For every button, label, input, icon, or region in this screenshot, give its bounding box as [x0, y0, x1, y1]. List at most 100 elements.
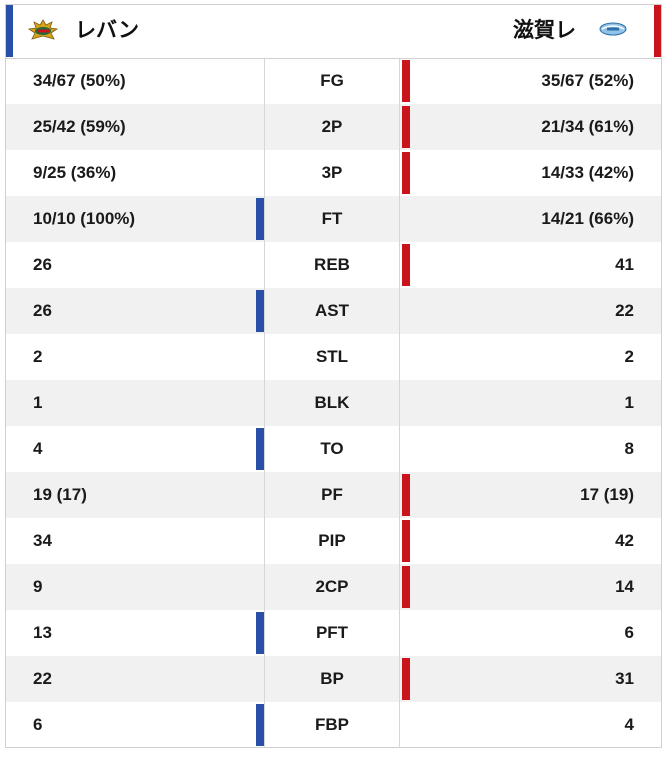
column-divider — [264, 196, 265, 242]
home-leader-indicator — [256, 428, 264, 470]
home-team-color-bar — [6, 5, 13, 57]
stat-label: BP — [320, 669, 344, 688]
home-stat-value: 10/10 (100%) — [33, 209, 136, 228]
home-leader-indicator — [256, 198, 264, 240]
column-divider — [264, 242, 265, 288]
column-divider — [399, 104, 400, 150]
stat-label: PFT — [315, 623, 349, 642]
away-leader-indicator — [402, 520, 410, 562]
home-team-name: レバン — [75, 18, 140, 42]
column-divider — [264, 518, 265, 564]
home-stat-value: 1 — [33, 393, 43, 412]
team-stats-comparison: レバン 滋賀レ 34/67 (50%) FG 35/67 (52%) 25/42 (5… — [5, 4, 662, 748]
away-stat-value: 22 — [615, 301, 634, 320]
column-divider — [264, 334, 265, 380]
stat-label: 3P — [321, 163, 343, 182]
away-stat-value: 41 — [615, 255, 634, 274]
away-stat-value: 35/67 (52%) — [541, 71, 634, 90]
stat-row-pft: 13 PFT 6 — [6, 610, 661, 656]
stat-label: 2CP — [315, 577, 349, 596]
home-stat-value: 9/25 (36%) — [33, 163, 117, 182]
stat-row-reb: 26 REB 41 — [6, 242, 661, 288]
column-divider — [399, 196, 400, 242]
stat-row-ast: 26 AST 22 — [6, 288, 661, 334]
column-divider — [264, 564, 265, 610]
home-stat-value: 34/67 (50%) — [33, 71, 126, 90]
stat-row-ft: 10/10 (100%) FT 14/21 (66%) — [6, 196, 661, 242]
away-stat-value: 14/33 (42%) — [541, 163, 634, 182]
stat-label: AST — [315, 301, 349, 320]
stat-label: FT — [321, 209, 343, 228]
teams-header: レバン 滋賀レ — [6, 5, 661, 59]
away-leader-indicator — [402, 244, 410, 286]
stats-table: 34/67 (50%) FG 35/67 (52%) 25/42 (59%) 2P 21/… — [6, 58, 661, 748]
stat-row-fg: 34/67 (50%) FG 35/67 (52%) — [6, 58, 661, 104]
away-stat-value: 2 — [624, 347, 634, 366]
column-divider — [399, 334, 400, 380]
away-leader-indicator — [402, 658, 410, 700]
stat-row-blk: 1 BLK 1 — [6, 380, 661, 426]
column-divider — [399, 380, 400, 426]
stat-label: BLK — [314, 393, 350, 412]
stat-row-2p: 25/42 (59%) 2P 21/34 (61%) — [6, 104, 661, 150]
column-divider — [399, 426, 400, 472]
column-divider — [264, 426, 265, 472]
stat-row-fbp: 6 FBP 4 — [6, 702, 661, 748]
column-divider — [399, 58, 400, 104]
column-divider — [264, 150, 265, 196]
stat-label: FG — [320, 71, 344, 90]
home-stat-value: 4 — [33, 439, 43, 458]
stat-label: PIP — [318, 531, 346, 550]
home-stat-value: 13 — [33, 623, 52, 642]
column-divider — [264, 58, 265, 104]
away-stat-value: 31 — [615, 669, 634, 688]
column-divider — [264, 472, 265, 518]
column-divider — [399, 150, 400, 196]
away-team-name: 滋賀レ — [513, 18, 576, 42]
home-leader-indicator — [256, 612, 264, 654]
home-stat-value: 25/42 (59%) — [33, 117, 126, 136]
away-stat-value: 14/21 (66%) — [541, 209, 634, 228]
away-stat-value: 42 — [615, 531, 634, 550]
column-divider — [399, 702, 400, 748]
away-stat-value: 14 — [615, 577, 634, 596]
away-leader-indicator — [402, 152, 410, 194]
stat-label: TO — [320, 439, 344, 458]
stat-label: FBP — [315, 715, 349, 734]
column-divider — [399, 564, 400, 610]
column-divider — [399, 472, 400, 518]
home-stat-value: 6 — [33, 715, 43, 734]
stat-row-stl: 2 STL 2 — [6, 334, 661, 380]
stat-row-pf: 19 (17) PF 17 (19) — [6, 472, 661, 518]
away-team-logo-icon — [598, 20, 628, 38]
home-stat-value: 26 — [33, 301, 52, 320]
away-leader-indicator — [402, 474, 410, 516]
stat-label: 2P — [321, 117, 343, 136]
stat-row-to: 4 TO 8 — [6, 426, 661, 472]
home-stat-value: 26 — [33, 255, 52, 274]
column-divider — [399, 518, 400, 564]
stat-label: STL — [315, 347, 349, 366]
stat-row-2cp: 9 2CP 14 — [6, 564, 661, 610]
column-divider — [264, 288, 265, 334]
home-stat-value: 9 — [33, 577, 43, 596]
away-stat-value: 6 — [624, 623, 634, 642]
column-divider — [399, 242, 400, 288]
away-leader-indicator — [402, 60, 410, 102]
home-leader-indicator — [256, 704, 264, 746]
away-team-color-bar — [654, 5, 661, 57]
stat-row-3p: 9/25 (36%) 3P 14/33 (42%) — [6, 150, 661, 196]
column-divider — [264, 610, 265, 656]
column-divider — [399, 656, 400, 702]
stat-row-pip: 34 PIP 42 — [6, 518, 661, 564]
column-divider — [264, 380, 265, 426]
stat-label: PF — [321, 485, 343, 504]
home-stat-value: 2 — [33, 347, 43, 366]
column-divider — [264, 702, 265, 748]
home-leader-indicator — [256, 290, 264, 332]
column-divider — [264, 656, 265, 702]
home-stat-value: 34 — [33, 531, 52, 550]
away-stat-value: 4 — [624, 715, 634, 734]
column-divider — [264, 104, 265, 150]
away-stat-value: 17 (19) — [580, 485, 634, 504]
